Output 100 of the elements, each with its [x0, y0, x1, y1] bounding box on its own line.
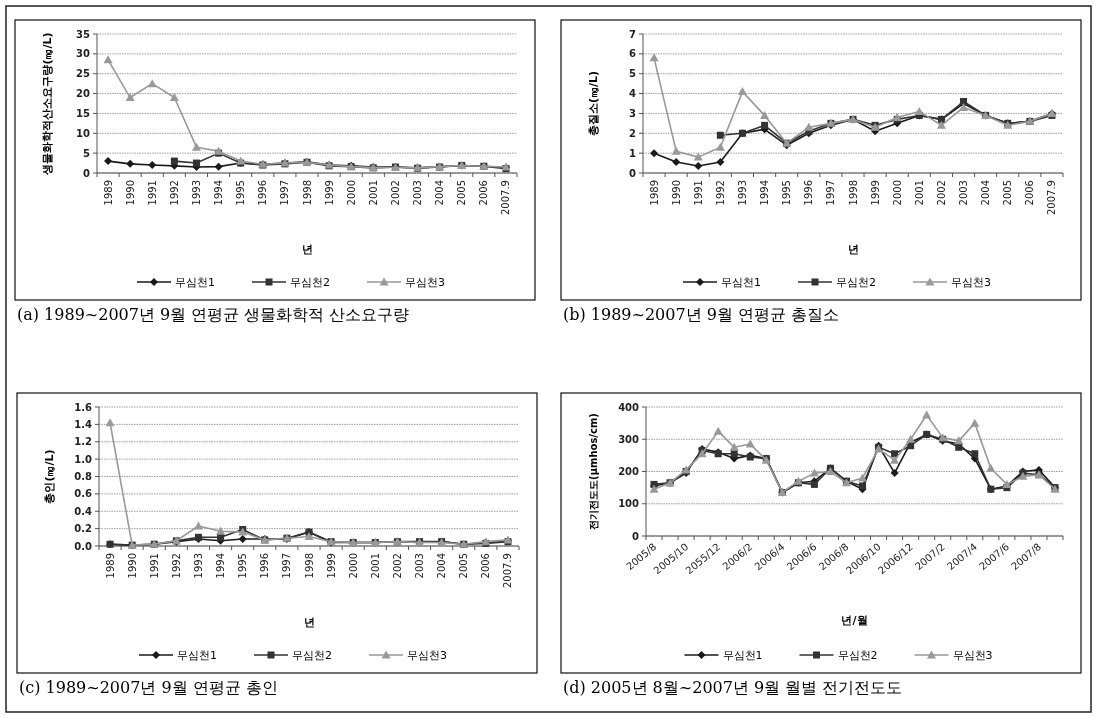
x-tick-label: 2000 — [345, 180, 357, 206]
y-tick-label: 0.2 — [74, 523, 93, 535]
legend-label: 무심천1 — [722, 649, 763, 662]
legend-label: 무심천3 — [407, 649, 447, 662]
x-tick-label: 1994 — [759, 180, 771, 206]
x-tick-label: 1993 — [736, 180, 748, 206]
y-tick-label: 35 — [76, 28, 91, 40]
y-axis-title: 총인(㎎/L) — [43, 449, 56, 504]
y-tick-label: 0.8 — [74, 471, 93, 482]
x-tick-label: 1997 — [279, 180, 291, 206]
x-tick-label: 2007.9 — [502, 553, 514, 588]
y-tick-label: 0 — [632, 530, 640, 542]
y-tick-label: 0 — [83, 167, 91, 179]
y-tick-label: 1.2 — [74, 436, 93, 448]
y-tick-label: 1.0 — [74, 453, 93, 465]
x-tick-label: 1989 — [104, 553, 116, 579]
y-tick-label: 6 — [629, 48, 637, 60]
legend-label: 무심천2 — [290, 276, 330, 289]
x-tick-label: 2001 — [913, 180, 925, 206]
y-tick-label: 25 — [76, 68, 91, 80]
x-tick-label: 1992 — [170, 553, 182, 579]
x-tick-label: 2006 — [480, 553, 492, 579]
legend-label: 무심천3 — [952, 649, 993, 662]
y-tick-label: 0.4 — [74, 505, 93, 517]
x-tick-label: 1998 — [301, 180, 313, 206]
x-tick-label: 2001 — [369, 553, 381, 579]
x-tick-label: 1989 — [102, 180, 114, 206]
y-tick-label: 100 — [618, 498, 640, 510]
x-tick-label: 2004 — [980, 180, 992, 206]
x-tick-label: 2005 — [458, 553, 470, 579]
y-tick-label: 1.6 — [74, 401, 93, 413]
x-tick-label: 1992 — [168, 180, 180, 206]
legend-label: 무심천2 — [837, 649, 878, 662]
y-tick-label: 7 — [629, 28, 637, 40]
x-tick-label: 2002 — [391, 553, 403, 579]
legend-label: 무심천1 — [177, 649, 217, 662]
x-tick-label: 1990 — [670, 180, 682, 206]
x-axis-title: 년 — [847, 243, 859, 256]
x-tick-label: 1996 — [803, 180, 815, 206]
x-axis-title: 년 — [303, 616, 315, 629]
y-tick-label: 0 — [629, 167, 637, 179]
x-axis-title: 년/월 — [841, 614, 868, 627]
legend-label: 무심천1 — [175, 276, 215, 289]
x-tick-label: 2007.9 — [500, 180, 512, 215]
y-tick-label: 400 — [618, 401, 640, 413]
y-tick-label: 5 — [83, 147, 91, 159]
x-axis-title: 년 — [301, 243, 313, 256]
x-tick-label: 1999 — [323, 180, 335, 206]
x-tick-label: 2004 — [434, 180, 446, 206]
x-tick-label: 1998 — [847, 180, 859, 206]
x-tick-label: 1991 — [692, 180, 704, 206]
x-tick-label: 2002 — [389, 180, 401, 206]
y-tick-label: 3 — [629, 107, 637, 119]
x-tick-label: 1994 — [215, 553, 227, 579]
x-tick-label: 1993 — [190, 180, 202, 206]
x-tick-label: 1990 — [124, 180, 136, 206]
x-tick-label: 1990 — [126, 553, 138, 579]
y-tick-label: 0.0 — [74, 540, 93, 552]
x-tick-label: 1996 — [259, 553, 271, 579]
x-tick-label: 1998 — [303, 553, 315, 579]
y-tick-label: 300 — [618, 433, 640, 445]
y-tick-label: 15 — [76, 107, 91, 119]
x-tick-label: 2003 — [412, 180, 424, 206]
x-tick-label: 1989 — [648, 180, 660, 206]
x-tick-label: 1995 — [237, 553, 249, 579]
x-tick-label: 1997 — [825, 180, 837, 206]
x-tick-label: 1996 — [257, 180, 269, 206]
x-tick-label: 2006 — [478, 180, 490, 206]
y-tick-label: 5 — [629, 68, 637, 80]
y-tick-label: 0.6 — [74, 488, 93, 500]
legend-label: 무심천2 — [836, 276, 876, 289]
text: (a) 1989~2007년 9월 연평균 생물화학적 산소요구량 — [17, 305, 410, 324]
y-tick-label: 20 — [76, 88, 91, 100]
text: (c) 1989~2007년 9월 연평균 총인 — [19, 678, 278, 697]
x-tick-label: 2005 — [456, 180, 468, 206]
x-tick-label: 1997 — [281, 553, 293, 579]
legend-label: 무심천3 — [951, 276, 991, 289]
text: (d) 2005년 8월~2007년 9월 월별 전기전도도 — [563, 678, 903, 697]
x-tick-label: 1995 — [235, 180, 247, 206]
x-tick-label: 1994 — [213, 180, 225, 206]
x-tick-label: 1991 — [146, 180, 158, 206]
x-tick-label: 2003 — [958, 180, 970, 206]
y-axis-title: 전기전도도(μmhos/cm) — [588, 413, 599, 530]
x-tick-label: 1992 — [714, 180, 726, 206]
y-tick-label: 1.4 — [74, 418, 93, 430]
y-tick-label: 1 — [629, 147, 637, 159]
legend-label: 무심천3 — [405, 276, 445, 289]
x-tick-label: 2003 — [414, 553, 426, 579]
x-tick-label: 2000 — [891, 180, 903, 206]
x-tick-label: 1999 — [325, 553, 337, 579]
y-tick-label: 30 — [76, 48, 91, 60]
y-tick-label: 2 — [629, 127, 637, 139]
x-tick-label: 1991 — [148, 553, 160, 579]
legend-label: 무심천2 — [292, 649, 332, 662]
x-tick-label: 1995 — [781, 180, 793, 206]
x-tick-label: 2000 — [347, 553, 359, 579]
legend-label: 무심천1 — [721, 276, 761, 289]
text: (b) 1989~2007년 9월 연평균 총질소 — [563, 305, 840, 324]
y-tick-label: 200 — [618, 466, 640, 477]
x-tick-label: 2006 — [1024, 180, 1036, 206]
